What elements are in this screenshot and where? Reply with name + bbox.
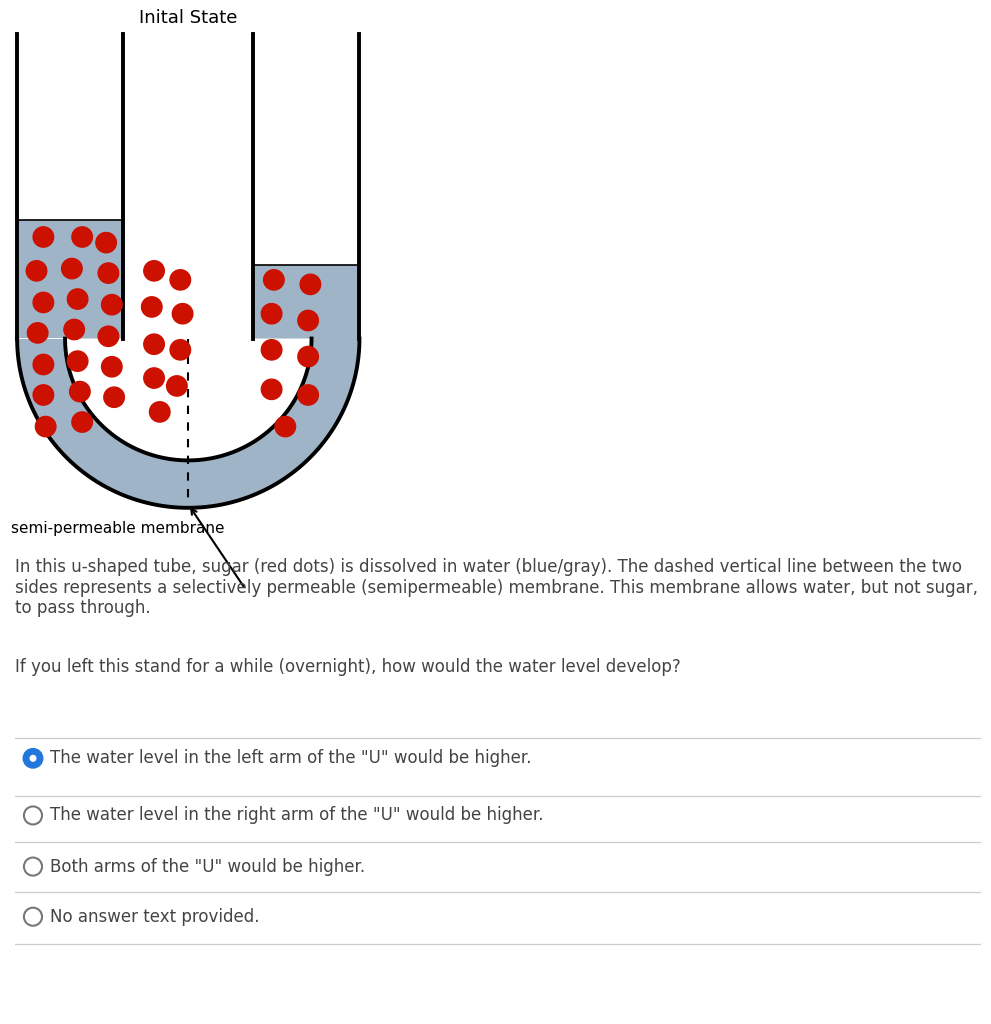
Circle shape bbox=[96, 232, 116, 253]
Circle shape bbox=[166, 376, 187, 396]
Circle shape bbox=[24, 807, 42, 824]
Circle shape bbox=[300, 274, 321, 295]
Text: If you left this stand for a while (overnight), how would the water level develo: If you left this stand for a while (over… bbox=[15, 658, 681, 676]
Text: Inital State: Inital State bbox=[139, 9, 238, 27]
Text: semi-permeable membrane: semi-permeable membrane bbox=[12, 521, 225, 536]
Circle shape bbox=[275, 417, 295, 436]
Circle shape bbox=[298, 346, 318, 367]
Circle shape bbox=[101, 295, 122, 314]
Circle shape bbox=[72, 227, 92, 247]
Circle shape bbox=[33, 385, 54, 406]
Circle shape bbox=[298, 385, 318, 406]
Circle shape bbox=[33, 354, 54, 375]
Circle shape bbox=[36, 417, 55, 436]
Circle shape bbox=[262, 379, 281, 399]
Circle shape bbox=[72, 412, 92, 432]
Circle shape bbox=[150, 401, 170, 422]
Circle shape bbox=[170, 340, 190, 360]
Circle shape bbox=[144, 368, 165, 388]
Text: No answer text provided.: No answer text provided. bbox=[51, 907, 260, 926]
Circle shape bbox=[24, 857, 42, 876]
Text: In this u-shaped tube, sugar (red dots) is dissolved in water (blue/gray). The d: In this u-shaped tube, sugar (red dots) … bbox=[15, 558, 978, 617]
Circle shape bbox=[30, 755, 37, 762]
Text: Both arms of the "U" would be higher.: Both arms of the "U" would be higher. bbox=[51, 857, 366, 876]
Circle shape bbox=[26, 261, 47, 281]
Circle shape bbox=[24, 750, 42, 767]
Circle shape bbox=[98, 263, 119, 284]
Circle shape bbox=[264, 269, 284, 290]
Circle shape bbox=[67, 289, 88, 309]
Circle shape bbox=[98, 326, 119, 346]
Circle shape bbox=[63, 319, 84, 340]
Polygon shape bbox=[17, 220, 360, 508]
Text: The water level in the right arm of the "U" would be higher.: The water level in the right arm of the … bbox=[51, 807, 544, 824]
Circle shape bbox=[170, 269, 190, 290]
Circle shape bbox=[142, 297, 163, 317]
Circle shape bbox=[101, 356, 122, 377]
Text: The water level in the left arm of the "U" would be higher.: The water level in the left arm of the "… bbox=[51, 750, 531, 767]
Circle shape bbox=[298, 310, 318, 331]
Circle shape bbox=[67, 351, 88, 372]
Circle shape bbox=[69, 381, 90, 401]
Circle shape bbox=[144, 334, 165, 354]
Circle shape bbox=[262, 340, 281, 360]
Circle shape bbox=[28, 323, 48, 343]
Circle shape bbox=[104, 387, 125, 408]
Circle shape bbox=[262, 303, 281, 324]
Circle shape bbox=[24, 907, 42, 926]
Circle shape bbox=[172, 303, 193, 324]
Circle shape bbox=[33, 292, 54, 312]
Circle shape bbox=[144, 261, 165, 281]
Circle shape bbox=[61, 258, 82, 279]
Circle shape bbox=[33, 227, 54, 247]
